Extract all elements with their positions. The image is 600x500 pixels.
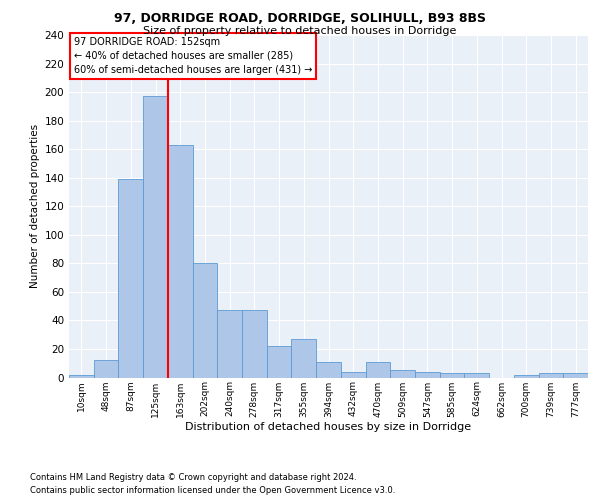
Bar	[563, 373, 588, 378]
Bar	[464, 373, 489, 378]
Bar	[217, 310, 242, 378]
Bar	[94, 360, 118, 378]
Text: 97 DORRIDGE ROAD: 152sqm
← 40% of detached houses are smaller (285)
60% of semi-: 97 DORRIDGE ROAD: 152sqm ← 40% of detach…	[74, 36, 313, 74]
Text: Contains public sector information licensed under the Open Government Licence v3: Contains public sector information licen…	[30, 486, 395, 495]
Bar	[365, 362, 390, 378]
Y-axis label: Number of detached properties: Number of detached properties	[30, 124, 40, 288]
Bar	[193, 264, 217, 378]
X-axis label: Distribution of detached houses by size in Dorridge: Distribution of detached houses by size …	[185, 422, 472, 432]
Bar	[316, 362, 341, 378]
Bar	[390, 370, 415, 378]
Bar	[267, 346, 292, 378]
Bar	[514, 374, 539, 378]
Bar	[118, 179, 143, 378]
Bar	[341, 372, 365, 378]
Bar	[440, 373, 464, 378]
Text: Size of property relative to detached houses in Dorridge: Size of property relative to detached ho…	[143, 26, 457, 36]
Bar	[168, 145, 193, 378]
Bar	[69, 374, 94, 378]
Bar	[242, 310, 267, 378]
Bar	[292, 339, 316, 378]
Bar	[539, 373, 563, 378]
Bar	[143, 96, 168, 378]
Bar	[415, 372, 440, 378]
Text: Contains HM Land Registry data © Crown copyright and database right 2024.: Contains HM Land Registry data © Crown c…	[30, 474, 356, 482]
Text: 97, DORRIDGE ROAD, DORRIDGE, SOLIHULL, B93 8BS: 97, DORRIDGE ROAD, DORRIDGE, SOLIHULL, B…	[114, 12, 486, 26]
